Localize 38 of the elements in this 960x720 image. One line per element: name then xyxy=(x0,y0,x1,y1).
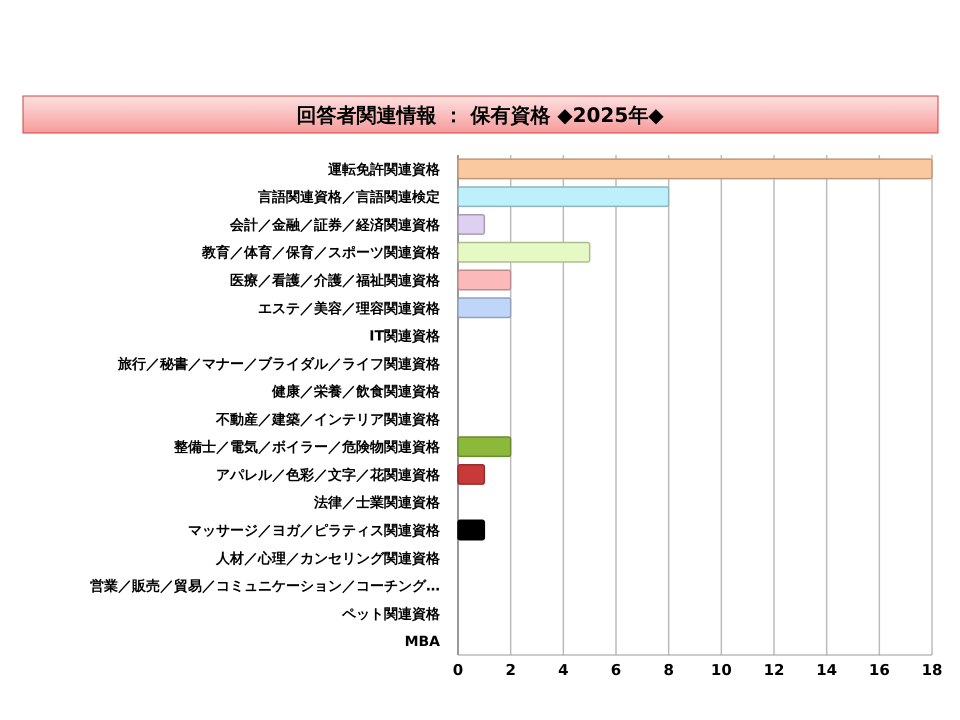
y-tick-label: 運転免許関連資格 xyxy=(327,160,441,178)
x-tick-label: 8 xyxy=(663,661,674,679)
x-tick-label: 14 xyxy=(816,661,838,679)
bar xyxy=(457,242,590,263)
y-tick-label: 法律／士業関連資格 xyxy=(313,495,441,512)
x-tick-label: 4 xyxy=(558,661,569,679)
y-tick-label: 医療／看護／介護／福祉関連資格 xyxy=(230,272,441,289)
x-tick-label: 16 xyxy=(868,661,890,679)
bar xyxy=(457,158,933,180)
bar xyxy=(457,186,670,208)
y-tick-label: 不動産／建築／インテリア関連資格 xyxy=(215,410,441,428)
y-tick-label: 整備士／電気／ボイラー／危険物関連資格 xyxy=(173,440,441,456)
x-tick-label: 0 xyxy=(452,661,464,679)
y-tick-label: 言語関連資格／言語関連検定 xyxy=(257,188,440,206)
x-tick-label: 12 xyxy=(764,661,784,679)
x-tick-label: 10 xyxy=(710,661,732,679)
y-tick-label: 会計／金融／証券／経済関連資格 xyxy=(229,216,441,234)
bar xyxy=(457,214,486,235)
bar xyxy=(457,520,486,540)
y-tick-label: MBA xyxy=(404,634,440,650)
chart-title: 回答者関連情報 ： 保有資格 ◆2025年◆ xyxy=(296,103,664,127)
y-tick-label: 教育／体育／保育／スポーツ関連資格 xyxy=(201,244,441,262)
y-tick-label: エステ／美容／理容関連資格 xyxy=(258,300,441,317)
bar xyxy=(457,464,486,485)
bar xyxy=(457,297,512,318)
x-tick-label: 6 xyxy=(610,661,622,679)
y-tick-label: ペット関連資格 xyxy=(341,606,441,622)
bar xyxy=(457,270,512,290)
y-tick-label: マッサージ／ヨガ／ピラティス関連資格 xyxy=(188,523,441,539)
x-tick-label: 2 xyxy=(505,661,516,679)
y-tick-label: IT関連資格 xyxy=(369,328,441,345)
y-tick-label: 旅行／秘書／マナー／ブライダル／ライフ関連資格 xyxy=(117,355,441,372)
y-tick-label: アパレル／色彩／文字／花関連資格 xyxy=(216,466,441,484)
y-tick-label: 人材／心理／カンセリング関連資格 xyxy=(215,550,441,567)
y-tick-label: 営業／販売／貿易／コミュニケーション／コーチング… xyxy=(90,578,440,595)
x-tick-label: 18 xyxy=(922,661,942,679)
y-tick-label: 健康／栄養／飲食関連資格 xyxy=(271,383,441,400)
bar xyxy=(457,436,512,458)
